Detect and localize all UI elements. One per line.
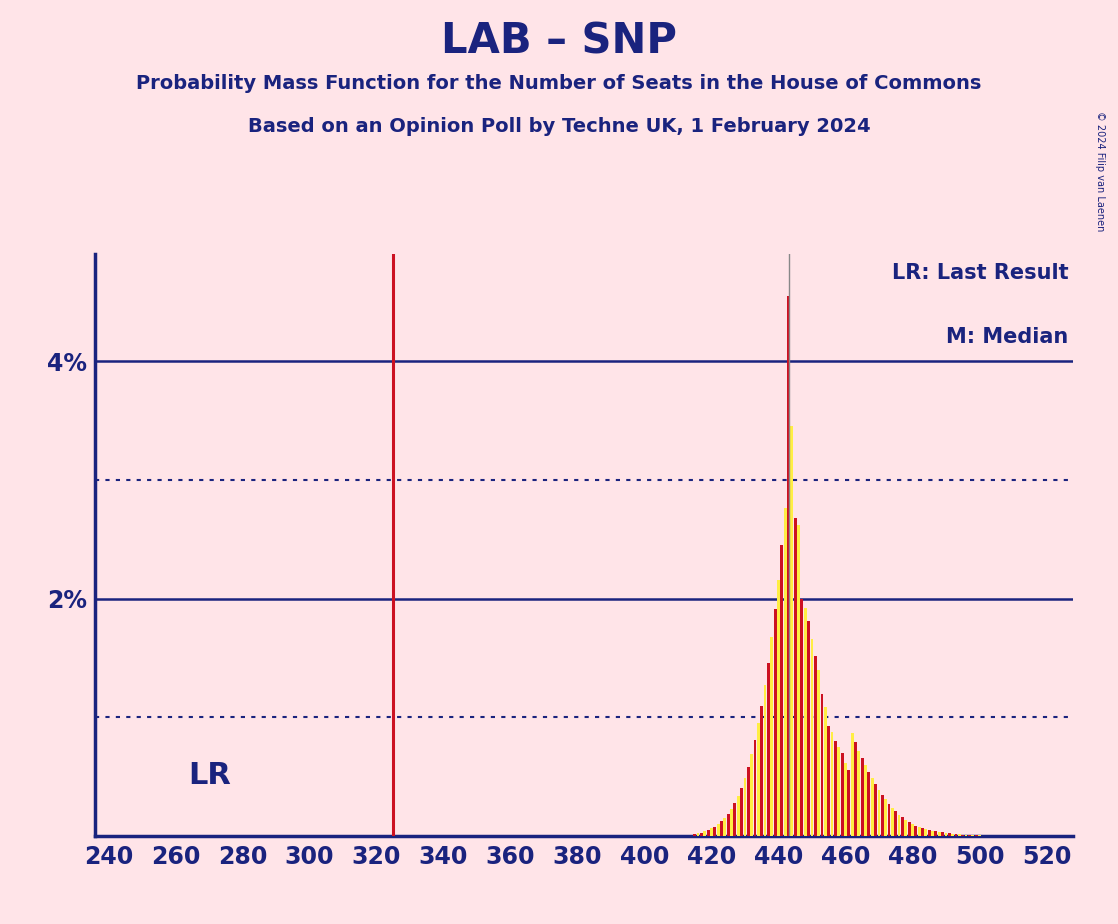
Bar [871, 778, 873, 836]
Bar [898, 815, 900, 836]
Bar [790, 426, 794, 836]
Bar [891, 808, 893, 836]
Bar [730, 808, 733, 836]
Bar [881, 795, 883, 836]
Bar [894, 811, 897, 836]
Bar [764, 686, 767, 836]
Bar [948, 833, 950, 836]
Bar [878, 790, 880, 836]
Bar [707, 831, 710, 836]
Bar [938, 832, 940, 836]
Bar [827, 725, 831, 836]
Bar [777, 579, 780, 836]
Bar [784, 508, 787, 836]
Bar [958, 834, 960, 836]
Bar [750, 754, 754, 836]
Bar [760, 706, 764, 836]
Bar [720, 821, 723, 836]
Bar [800, 599, 804, 836]
Bar [743, 778, 747, 836]
Bar [737, 796, 740, 836]
Text: M: Median: M: Median [946, 327, 1069, 346]
Bar [757, 723, 760, 836]
Bar [700, 833, 703, 836]
Bar [847, 770, 851, 836]
Bar [888, 804, 890, 836]
Bar [703, 832, 707, 836]
Text: LR: LR [188, 760, 230, 790]
Bar [837, 748, 841, 836]
Text: LR: Last Result: LR: Last Result [892, 262, 1069, 283]
Bar [904, 820, 907, 836]
Bar [717, 824, 720, 836]
Bar [787, 296, 790, 836]
Bar [794, 517, 797, 836]
Bar [874, 784, 877, 836]
Bar [931, 831, 934, 836]
Bar [767, 663, 770, 836]
Bar [945, 833, 947, 836]
Bar [831, 732, 834, 836]
Bar [941, 833, 944, 836]
Bar [851, 733, 853, 836]
Bar [961, 834, 964, 836]
Text: LAB – SNP: LAB – SNP [440, 20, 678, 62]
Bar [911, 824, 913, 836]
Bar [844, 762, 847, 836]
Bar [713, 827, 717, 836]
Bar [861, 758, 863, 836]
Bar [858, 750, 860, 836]
Bar [841, 753, 844, 836]
Bar [697, 833, 700, 836]
Bar [824, 707, 827, 836]
Text: © 2024 Filip van Laenen: © 2024 Filip van Laenen [1096, 111, 1105, 231]
Bar [733, 803, 737, 836]
Bar [918, 827, 920, 836]
Bar [955, 834, 957, 836]
Bar [965, 834, 967, 836]
Bar [975, 835, 977, 836]
Bar [797, 525, 800, 836]
Bar [693, 833, 697, 836]
Bar [747, 767, 750, 836]
Bar [821, 694, 824, 836]
Bar [908, 822, 910, 836]
Bar [935, 832, 937, 836]
Bar [723, 818, 727, 836]
Bar [928, 830, 930, 836]
Bar [972, 835, 974, 836]
Bar [754, 740, 757, 836]
Bar [915, 825, 917, 836]
Bar [951, 833, 954, 836]
Bar [814, 656, 817, 836]
Bar [864, 765, 866, 836]
Text: Based on an Opinion Poll by Techne UK, 1 February 2024: Based on an Opinion Poll by Techne UK, 1… [248, 117, 870, 137]
Bar [774, 609, 777, 836]
Bar [968, 835, 970, 836]
Bar [807, 621, 811, 836]
Bar [884, 799, 887, 836]
Bar [925, 829, 927, 836]
Bar [817, 670, 821, 836]
Bar [780, 545, 784, 836]
Bar [868, 772, 870, 836]
Bar [710, 829, 713, 836]
Bar [921, 828, 923, 836]
Bar [727, 814, 730, 836]
Bar [811, 639, 814, 836]
Bar [901, 817, 903, 836]
Bar [770, 637, 774, 836]
Bar [804, 608, 807, 836]
Text: Probability Mass Function for the Number of Seats in the House of Commons: Probability Mass Function for the Number… [136, 74, 982, 93]
Bar [834, 741, 837, 836]
Bar [740, 787, 743, 836]
Bar [854, 742, 856, 836]
